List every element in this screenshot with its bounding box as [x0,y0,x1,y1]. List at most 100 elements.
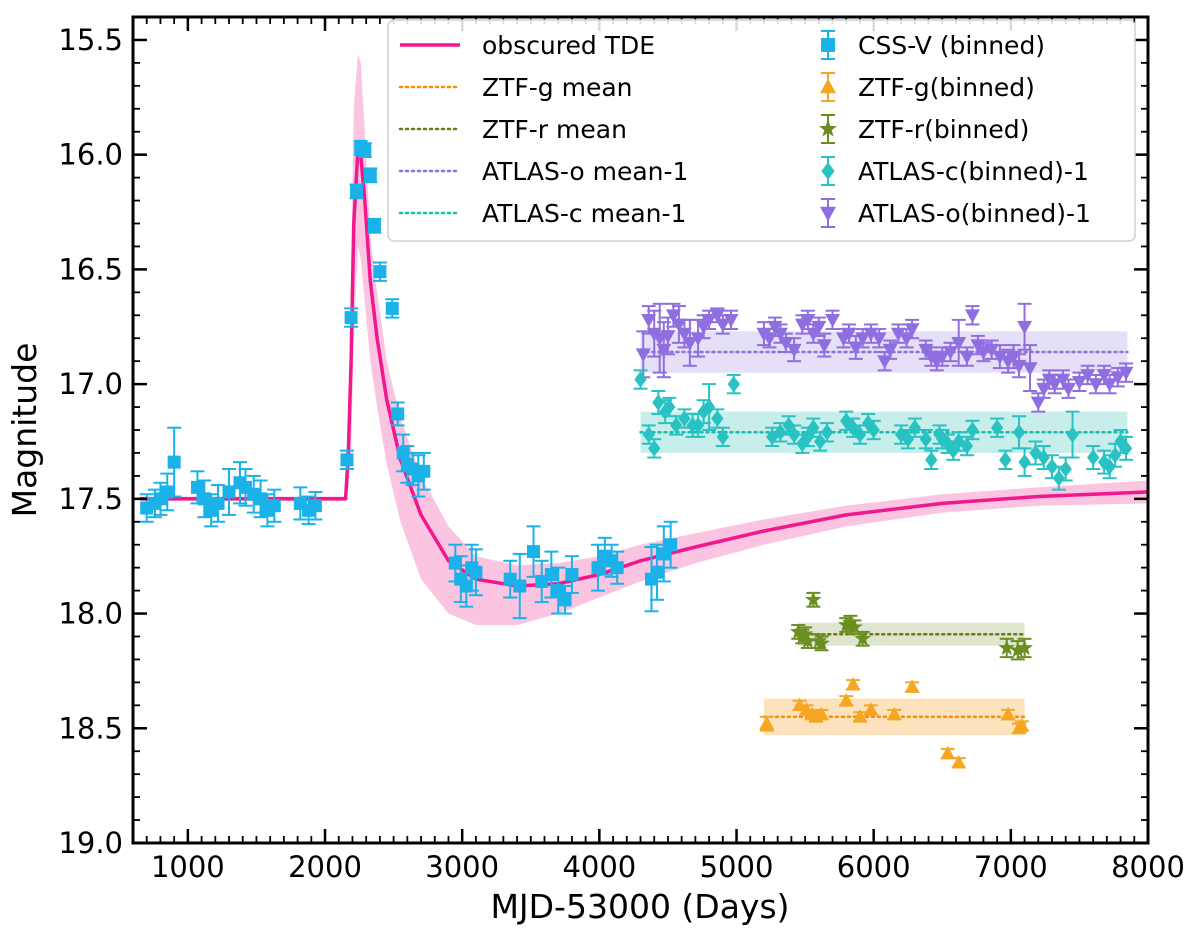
y-tick-label: 19.0 [58,826,123,860]
x-tick-label: 8000 [1111,850,1185,884]
y-tick-label: 15.5 [58,23,123,57]
legend-marker [819,78,837,94]
css-v-binned-point [610,561,624,575]
atlas-c-binned-1-point [919,431,932,448]
atlas-o-binned-1-point [904,323,920,337]
legend-label-atlas-o-binned-1: ATLAS-o(binned)-1 [858,199,1091,228]
css-v-binned-point [340,453,354,467]
atlas-o-binned-1-point [723,314,739,328]
atlas-o-binned-1-point [1102,378,1118,392]
legend-swatch-ztf-r-binned [819,114,837,144]
atlas-c-binned-1-point [648,440,661,457]
y-tick-label: 17.5 [58,482,123,516]
atlas-c-binned-1-point [1086,449,1100,466]
atlas-o-binned-1-point [1047,378,1063,392]
legend-label-obscured-tde: obscured TDE [482,31,655,60]
atlas-o-binned-1-point [1022,362,1038,376]
legend-marker [819,206,837,222]
x-tick-label: 1000 [151,850,225,884]
atlas-c-binned-1-point [652,394,665,411]
atlas-o-binned-1-point [841,327,857,342]
ztf-g-binned-point [1000,706,1016,721]
atlas-o-binned-1-point [964,309,980,324]
ztf-r-binned-point [846,618,863,635]
x-tick-label: 7000 [974,850,1048,884]
ztf-r-binned-point [805,591,822,607]
legend-label-atlas-c-mean-1: ATLAS-c mean-1 [482,199,686,228]
css-v-binned-point [469,565,483,579]
legend-box [387,19,1136,242]
atlas-c-binned-1-point [1052,470,1066,487]
ztf-g-binned-point [814,706,830,721]
atlas-c-binned-1-point [1108,447,1122,464]
atlas-o-binned-1-point [676,327,692,342]
atlas-c-binned-1-point [1037,449,1050,466]
atlas-o-binned-1-point [984,343,1000,358]
css-v-binned-point [417,464,431,478]
atlas-o-binned-1-point [863,327,879,342]
x-tick-label: 6000 [837,850,911,884]
css-v-binned-point [527,545,541,559]
atlas-o-binned-1-point [641,314,657,328]
atlas-c-binned-1-point [966,421,979,439]
atlas-c-binned-1-point [853,426,867,443]
css-v-binned-point [513,579,527,593]
ztf-g-binned-point [1014,718,1030,732]
model-uncertainty-band [139,53,1148,625]
css-v-binned-point [363,168,377,182]
atlas-o-binned-1-point [665,309,681,324]
ztf-r-binned-point [842,614,859,630]
atlas-o-binned-1-point [1080,369,1096,383]
atlas-c-binned-1-point [634,371,647,388]
atlas-o-binned-1-point [715,318,731,333]
x-tick-label: 4000 [562,850,636,884]
y-tick-label: 18.5 [58,711,123,745]
atlas-o-binned-1-point [882,343,898,358]
atlas-c-binned-1-point [716,428,729,446]
legend-label-ztf-g-mean: ZTF-g mean [482,73,633,102]
atlas-o-binned-1-point [1088,378,1104,392]
atlas-o-binned-1-point [1060,382,1076,397]
css-v-binned-point [544,568,558,582]
ztf-r-binned-point [998,639,1016,656]
css-v-binned-point [211,496,225,510]
atlas-o-binned-1-point [660,330,676,344]
css-v-binned-point [385,301,399,315]
legend: obscured TDE ZTF-g mean ZTF-r mean ATLAS-o … [387,19,1136,242]
ztf-r-binned-point [837,616,855,633]
ztf-g-binned-point [904,679,920,693]
atlas-c-binned-1-point [925,451,938,468]
atlas-c-binned-1-point [1066,426,1079,443]
plot-area [139,53,1148,769]
atlas-c-binned-1-point [908,419,921,436]
ztf-g-binned-point [759,715,775,730]
atlas-c-binned-1-point [807,419,820,436]
y-tick-label: 16.5 [58,252,123,286]
legend-label-ztf-g-binned: ZTF-g(binned) [858,73,1035,102]
model-line-obscured-tde [139,148,1148,588]
atlas-c-binned-1-point [711,410,724,427]
css-v-binned-point [448,556,462,570]
css-v-binned-point [558,593,572,607]
css-v-binned-point [373,265,387,279]
ztf-r-binned-series [789,591,1033,661]
css-v-binned-series [139,139,678,620]
css-v-binned-point [197,492,211,506]
atlas-o-binned-1-point [811,320,827,335]
x-tick-label: 3000 [425,850,499,884]
legend-label-atlas-c-binned-1: ATLAS-c(binned)-1 [858,157,1089,186]
atlas-o-binned-1-point [701,314,717,328]
atlas-c-binned-1-point [1018,453,1031,471]
atlas-c-binned-1-point [1012,424,1026,441]
css-v-binned-point [160,485,174,499]
atlas-o-binned-1-point [1110,371,1126,386]
ztf-r-binned-point [1009,641,1026,658]
atlas-o-binned-1-point [992,350,1008,365]
ztf-r-binned-point [789,623,807,639]
atlas-c-binned-1-point [663,398,676,416]
ztf-g-binned-point [852,709,868,723]
css-v-binned-point [565,568,579,582]
atlas-c-binned-1-point [691,417,705,434]
atlas-c-binned-1-point [960,437,974,455]
